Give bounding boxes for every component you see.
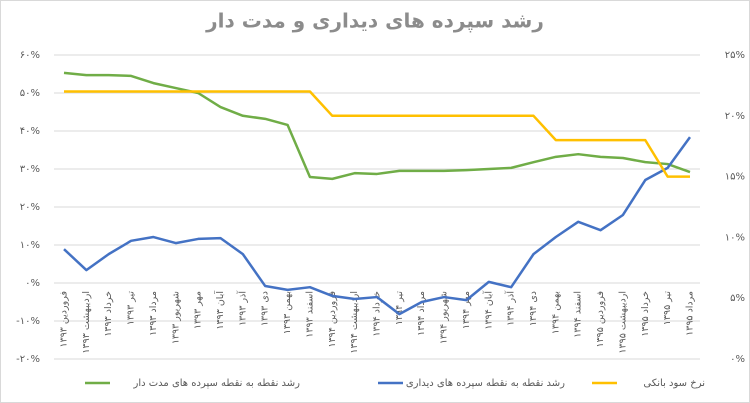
- y-tick-label: ۵۰%: [20, 88, 40, 99]
- x-tick-label: مرداد ۱۳۹۳: [148, 291, 159, 336]
- x-tick-label: آبان ۱۳۹۳: [213, 291, 226, 330]
- x-tick-label: دی ۱۳۹۳: [260, 291, 271, 326]
- y2-tick-label: ۲۵%: [725, 50, 745, 61]
- legend-label: رشد نقطه به نقطه سپرده های مدت دار: [133, 378, 301, 389]
- x-tick-label: اردیبهشت ۱۳۹۵: [617, 291, 628, 354]
- x-tick-label: آذر ۱۳۹۳: [235, 291, 248, 326]
- x-tick-label: دی ۱۳۹۴: [528, 291, 539, 326]
- y2-tick-label: ۲۰%: [725, 111, 745, 122]
- x-tick-label: فروردین ۱۳۹۴: [327, 291, 338, 348]
- y2-tick-label: ۵%: [730, 293, 745, 304]
- series-line: [64, 90, 690, 178]
- y-tick-label: ۴۰%: [20, 126, 40, 137]
- x-tick-label: فروردین ۱۳۹۳: [59, 291, 70, 348]
- y-tick-label: ۶۰%: [20, 50, 40, 61]
- y-tick-label: -۱۰%: [16, 316, 40, 327]
- y-tick-label: ۰%: [25, 278, 40, 289]
- y2-tick-label: ۱۵%: [725, 172, 745, 183]
- y-tick-label: -۲۰%: [16, 354, 40, 365]
- x-tick-label: اسفند ۱۳۹۴: [573, 291, 584, 338]
- x-tick-label: تیر ۱۳۹۴: [394, 291, 405, 326]
- y2-tick-label: ۰%: [730, 354, 745, 365]
- y-tick-label: ۳۰%: [20, 164, 40, 175]
- x-tick-label: آبان ۱۳۹۴: [481, 291, 494, 330]
- x-tick-label: بهمن ۱۳۹۳: [282, 291, 293, 334]
- series-line: [63, 71, 691, 181]
- x-tick-label: شهریور ۱۳۹۴: [439, 291, 450, 344]
- legend-label: نرخ سود بانکی: [643, 378, 705, 389]
- y-tick-label: ۲۰%: [20, 202, 40, 213]
- y-tick-label: ۱۰%: [20, 240, 40, 251]
- x-tick-label: مهر ۱۳۹۴: [461, 291, 472, 329]
- chart-title: رشد سپرده های دیداری و مدت دار: [205, 9, 544, 34]
- x-tick-label: تیر ۱۳۹۳: [126, 291, 137, 326]
- x-tick-label: شهریور ۱۳۹۳: [170, 291, 181, 344]
- x-tick-label: اردیبهشت ۱۳۹۴: [349, 291, 360, 354]
- x-tick-label: آذر ۱۳۹۴: [504, 291, 517, 326]
- x-tick-label: اسفند ۱۳۹۳: [304, 291, 315, 338]
- y2-tick-label: ۱۰%: [725, 232, 745, 243]
- x-tick-label: مرداد ۱۳۹۵: [685, 291, 696, 336]
- x-tick-label: خرداد ۱۳۹۵: [640, 291, 651, 337]
- x-tick-label: فروردین ۱۳۹۵: [595, 291, 606, 348]
- x-tick-label: بهمن ۱۳۹۴: [550, 291, 561, 334]
- x-tick-label: اردیبهشت ۱۳۹۳: [81, 291, 92, 354]
- x-tick-label: مرداد ۱۳۹۴: [416, 291, 427, 336]
- x-tick-label: مهر ۱۳۹۳: [193, 291, 204, 329]
- x-tick-label: تیر ۱۳۹۵: [662, 291, 673, 326]
- series-line: [63, 136, 692, 316]
- legend-label: رشد نقطه به نقطه سپرده های دیداری: [406, 378, 565, 389]
- x-tick-label: خرداد ۱۳۹۳: [103, 291, 114, 337]
- x-tick-label: خرداد ۱۳۹۴: [372, 291, 383, 337]
